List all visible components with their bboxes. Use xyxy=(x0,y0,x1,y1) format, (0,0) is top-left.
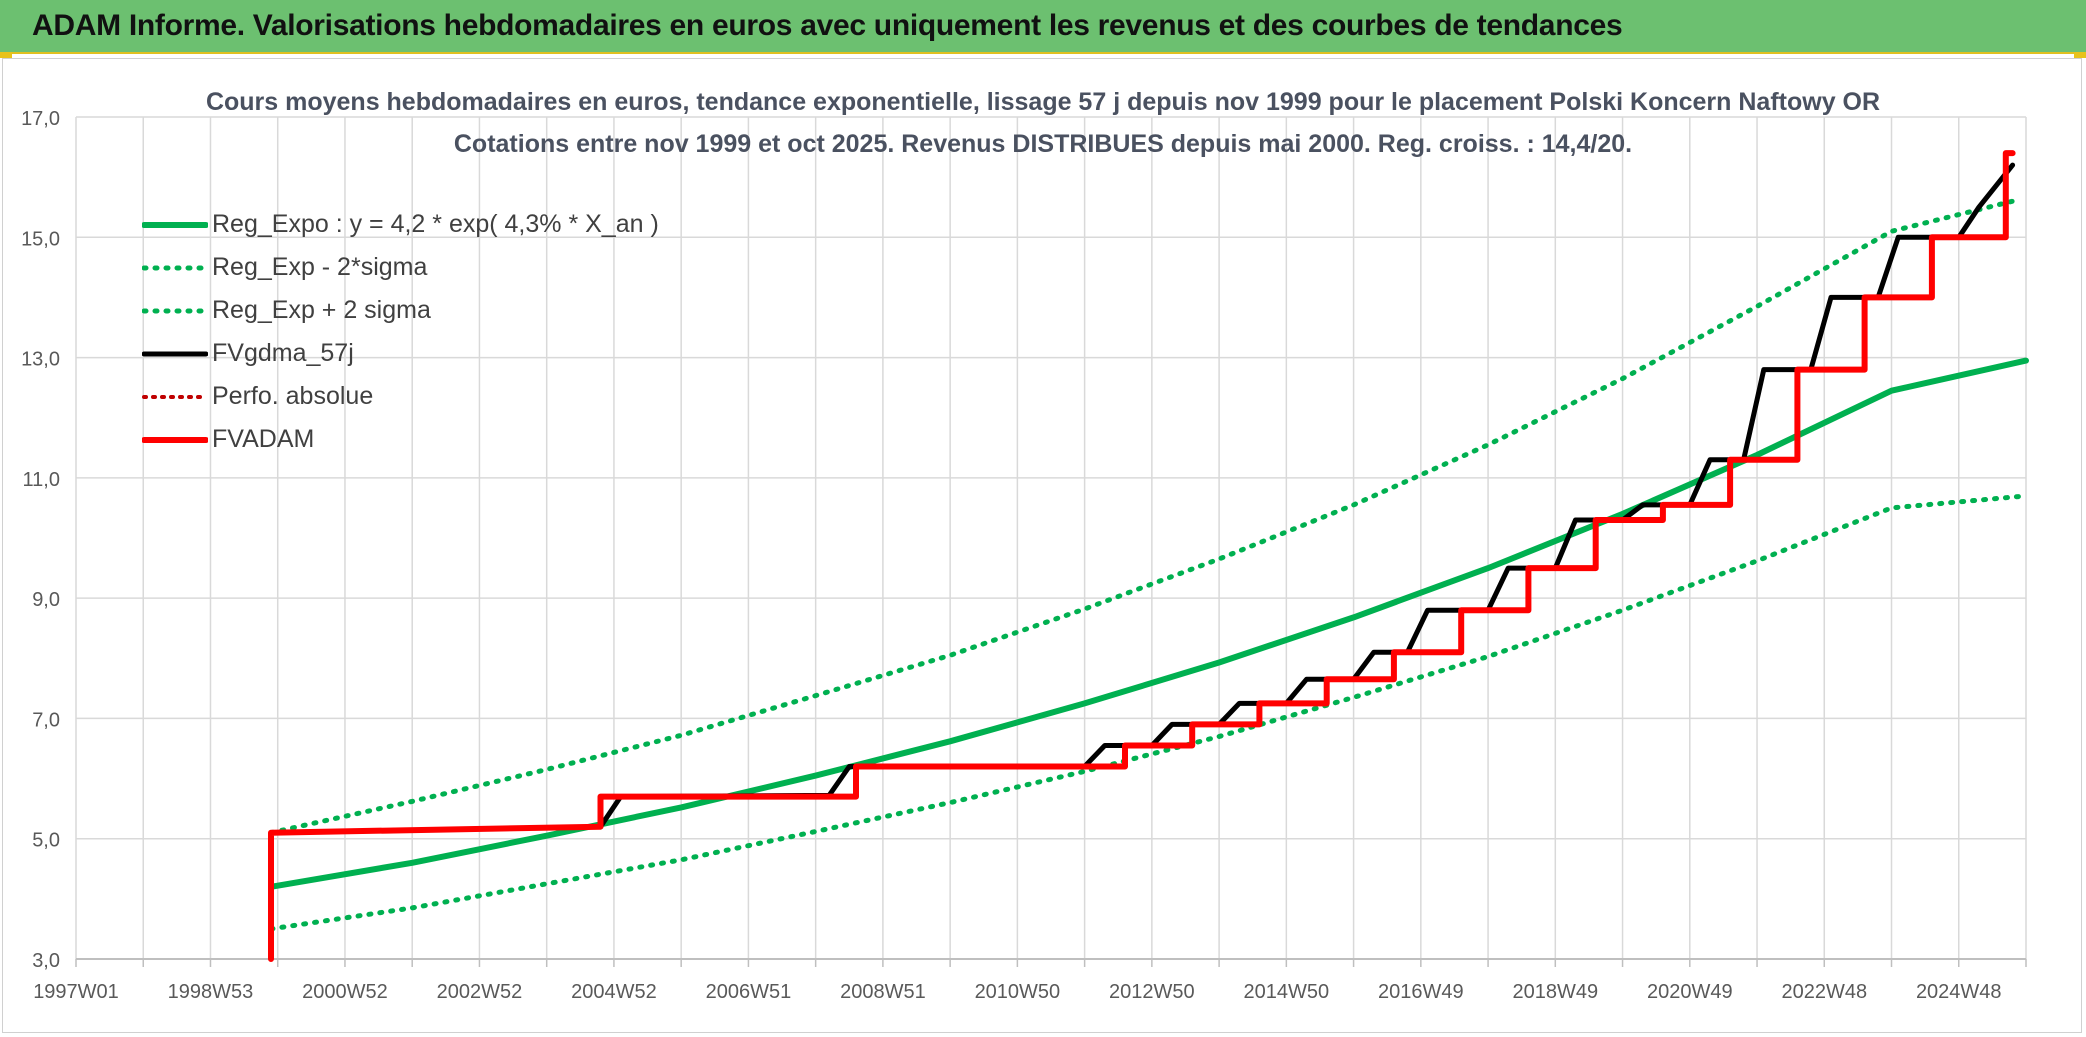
legend-label: FVADAM xyxy=(212,425,315,453)
legend-label: Reg_Exp + 2 sigma xyxy=(212,296,431,324)
series-line-3 xyxy=(268,162,2016,836)
x-tick-label: 2014W50 xyxy=(1244,981,1330,1003)
page-title: ADAM Informe. Valorisations hebdomadaire… xyxy=(32,9,1623,42)
x-tick-label: 2022W48 xyxy=(1781,981,1867,1003)
series-lines xyxy=(268,150,2029,962)
y-tick-label: 9,0 xyxy=(32,589,60,611)
y-tick-label: 17,0 xyxy=(21,108,60,130)
y-tick-labels: 3,0 5,0 7,0 9,0 11,0 13,0 15,0 17,0 xyxy=(21,108,60,972)
x-tick-label: 2006W51 xyxy=(706,981,792,1003)
x-tick-label: 2024W48 xyxy=(1916,981,2002,1003)
y-tick-label: 11,0 xyxy=(23,469,60,491)
legend-item: FVADAM xyxy=(142,418,659,461)
legend-label: Reg_Expo : y = 4,2 * exp( 4,3% * X_an ) xyxy=(212,210,659,238)
header-banner: ADAM Informe. Valorisations hebdomadaire… xyxy=(0,0,2086,54)
chart-legend: Reg_Expo : y = 4,2 * exp( 4,3% * X_an ) R… xyxy=(142,203,659,461)
corner-accent-right xyxy=(2074,52,2086,58)
x-tick-label: 2018W49 xyxy=(1512,981,1598,1003)
legend-swatch xyxy=(142,308,208,313)
legend-item: Reg_Exp - 2*sigma xyxy=(142,246,659,289)
chart-title: Cours moyens hebdomadaires en euros, ten… xyxy=(205,88,1881,116)
legend-item: Perfo. absolue xyxy=(142,375,659,418)
x-tick-label: 2010W50 xyxy=(975,981,1061,1003)
series-line-5 xyxy=(268,150,2016,962)
y-tick-label: 13,0 xyxy=(21,349,60,371)
y-tick-label: 15,0 xyxy=(21,228,60,250)
legend-label: Reg_Exp - 2*sigma xyxy=(212,253,428,281)
legend-label: FVgdma_57j xyxy=(212,339,354,367)
x-tick-label: 2012W50 xyxy=(1109,981,1195,1003)
x-tick-label: 2004W52 xyxy=(571,981,657,1003)
legend-swatch xyxy=(142,221,208,228)
legend-label: Perfo. absolue xyxy=(212,382,374,410)
x-tick-label: 2002W52 xyxy=(437,981,523,1003)
corner-accent-left xyxy=(0,52,12,58)
chart-subtitle: Cotations entre nov 1999 et oct 2025. Re… xyxy=(453,130,1633,158)
legend-swatch xyxy=(142,351,208,356)
legend-swatch xyxy=(142,394,208,399)
x-tick-label: 1997W01 xyxy=(33,981,119,1003)
legend-swatch xyxy=(142,436,208,443)
legend-item: Reg_Exp + 2 sigma xyxy=(142,289,659,332)
x-tick-label: 2000W52 xyxy=(302,981,388,1003)
x-tick-labels: 1997W01 1998W53 2000W52 2002W52 2004W52 2006W… xyxy=(33,981,2001,1003)
x-tick-label: 1998W53 xyxy=(168,981,254,1003)
y-tick-label: 3,0 xyxy=(32,950,60,972)
series-line-0 xyxy=(268,357,2029,890)
series-line-2 xyxy=(268,198,2016,836)
chart-frame xyxy=(2,58,2082,1033)
x-tick-label: 2020W49 xyxy=(1647,981,1733,1003)
legend-swatch xyxy=(142,265,208,270)
legend-item: FVgdma_57j xyxy=(142,332,659,375)
y-tick-label: 7,0 xyxy=(32,709,60,731)
legend-item: Reg_Expo : y = 4,2 * exp( 4,3% * X_an ) xyxy=(142,203,659,246)
series-line-1 xyxy=(268,493,2029,932)
x-tick-label: 2008W51 xyxy=(840,981,926,1003)
x-tick-label: 2016W49 xyxy=(1378,981,1464,1003)
grid-lines xyxy=(75,116,2027,967)
y-tick-label: 5,0 xyxy=(32,830,60,852)
